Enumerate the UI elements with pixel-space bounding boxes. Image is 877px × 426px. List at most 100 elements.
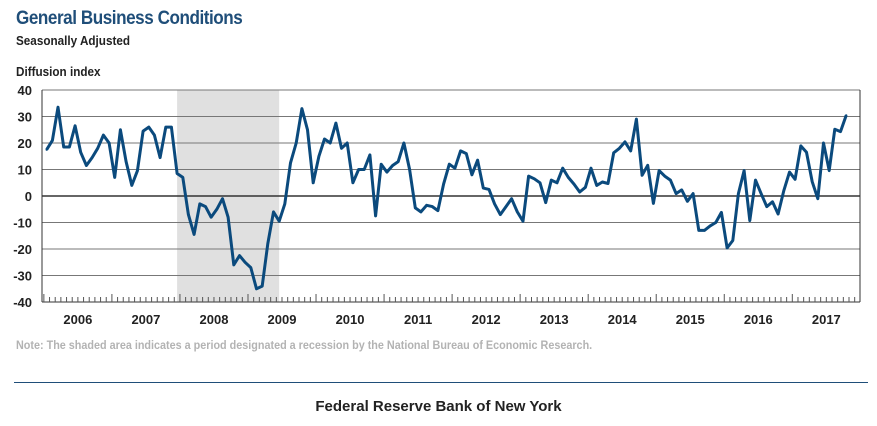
chart-subtitle: Seasonally Adjusted xyxy=(16,33,131,48)
data-point xyxy=(209,216,213,219)
data-point xyxy=(119,128,122,131)
data-point xyxy=(198,202,201,206)
data-point xyxy=(771,200,774,204)
y-tick-label: 20 xyxy=(18,136,32,151)
data-point xyxy=(266,242,270,245)
data-point xyxy=(294,141,298,145)
data-point xyxy=(221,197,224,200)
data-point xyxy=(476,159,479,162)
data-point xyxy=(85,164,88,167)
data-point xyxy=(578,190,581,194)
data-point xyxy=(51,139,54,142)
data-point xyxy=(612,151,615,155)
data-point xyxy=(181,176,184,179)
data-point xyxy=(385,170,389,174)
data-point xyxy=(516,210,519,214)
data-point xyxy=(680,188,683,192)
data-point xyxy=(652,202,655,205)
data-point xyxy=(742,169,746,172)
x-tick-label: 2009 xyxy=(268,312,297,327)
data-point xyxy=(793,178,797,181)
data-point xyxy=(759,192,763,195)
data-point xyxy=(572,182,576,186)
data-point xyxy=(561,166,564,170)
data-point xyxy=(595,184,598,187)
data-point xyxy=(521,219,525,223)
y-tick-label: -10 xyxy=(13,216,32,231)
data-point xyxy=(510,197,513,200)
data-point xyxy=(691,192,695,195)
data-point xyxy=(538,181,542,184)
data-point xyxy=(748,219,751,222)
data-point xyxy=(844,114,848,117)
data-point xyxy=(90,156,94,159)
data-point xyxy=(107,141,111,145)
data-point xyxy=(374,214,377,218)
x-tick-label: 2015 xyxy=(676,312,705,327)
data-point xyxy=(277,219,281,223)
x-tick-label: 2013 xyxy=(540,312,569,327)
data-point xyxy=(799,144,803,148)
data-point xyxy=(810,180,814,183)
data-point xyxy=(124,160,128,163)
data-point xyxy=(153,133,156,137)
data-point xyxy=(635,117,638,121)
data-point xyxy=(788,170,791,174)
data-point xyxy=(300,107,304,110)
data-point xyxy=(714,221,717,224)
data-point xyxy=(141,129,145,133)
data-point xyxy=(663,174,666,178)
data-point xyxy=(765,205,768,208)
data-point xyxy=(442,182,445,186)
data-point xyxy=(346,141,349,145)
data-point xyxy=(45,148,48,151)
data-point xyxy=(544,201,547,204)
data-point xyxy=(725,246,729,250)
data-point xyxy=(646,164,649,167)
data-point xyxy=(827,169,831,172)
data-point xyxy=(380,163,383,166)
data-point xyxy=(56,106,60,109)
data-point xyxy=(260,284,264,288)
data-point xyxy=(226,216,230,219)
data-point xyxy=(351,181,355,184)
data-point xyxy=(363,168,366,171)
data-point xyxy=(629,149,632,153)
data-point xyxy=(431,205,434,208)
data-point xyxy=(255,287,258,290)
data-point xyxy=(822,141,825,145)
data-point xyxy=(465,152,468,155)
x-tick-label: 2011 xyxy=(404,312,432,327)
data-point xyxy=(249,266,253,269)
data-point xyxy=(504,205,508,208)
y-tick-label: -20 xyxy=(13,242,32,257)
data-point xyxy=(130,184,133,187)
data-point xyxy=(533,177,536,180)
data-point xyxy=(816,197,820,200)
data-point xyxy=(68,145,71,149)
data-point xyxy=(102,133,105,137)
data-point xyxy=(720,211,723,214)
data-point xyxy=(289,161,292,165)
data-point xyxy=(73,124,77,127)
data-point xyxy=(470,173,474,176)
x-tick-label: 2006 xyxy=(63,312,92,327)
data-point xyxy=(402,141,406,145)
data-point xyxy=(408,168,411,171)
data-point xyxy=(357,168,360,171)
data-point xyxy=(419,210,423,214)
data-point xyxy=(414,206,417,210)
x-tick-label: 2017 xyxy=(812,312,841,327)
series-line xyxy=(45,105,848,291)
data-point xyxy=(453,166,457,170)
data-point xyxy=(708,224,712,228)
data-point xyxy=(96,147,99,150)
data-point xyxy=(187,213,190,216)
data-point xyxy=(158,156,162,159)
y-tick-label: -30 xyxy=(13,269,32,284)
x-tick-label: 2007 xyxy=(131,312,160,327)
data-point xyxy=(731,239,734,242)
data-point xyxy=(567,176,570,179)
data-point xyxy=(737,192,740,195)
data-point xyxy=(703,229,706,232)
